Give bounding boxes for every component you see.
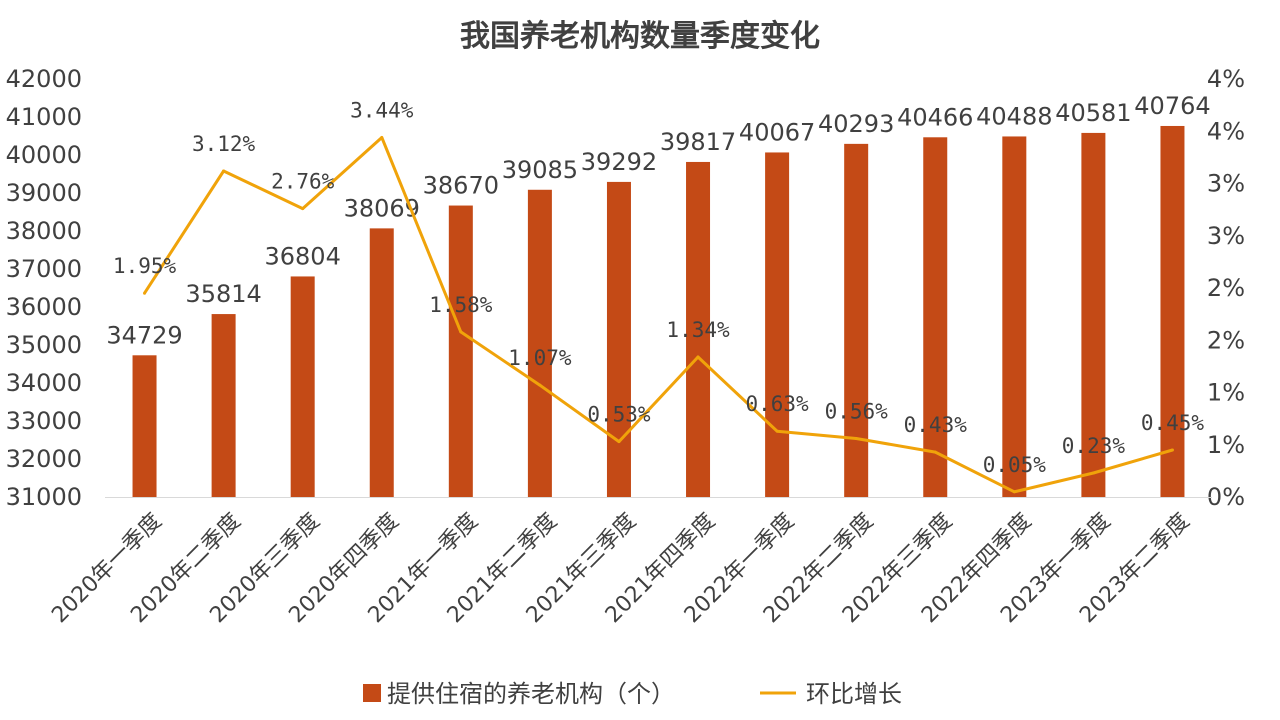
bar bbox=[1081, 132, 1106, 497]
legend: 提供住宿的养老机构（个） 环比增长 bbox=[363, 680, 902, 708]
line-data-label: 0.63% bbox=[745, 392, 809, 416]
right-axis-tick-label: 2% bbox=[1207, 326, 1245, 354]
right-axis-tick-label: 3% bbox=[1207, 170, 1245, 198]
bar bbox=[844, 143, 869, 497]
line-point bbox=[1091, 471, 1095, 475]
line-path bbox=[143, 136, 1173, 494]
line-data-label: 3.44% bbox=[350, 99, 414, 123]
left-axis: 42000 41000 40000 39000 38000 37000 36000 35000… bbox=[6, 65, 82, 511]
bar bbox=[606, 181, 631, 498]
bar-data-label: 38069 bbox=[344, 194, 420, 222]
line-series bbox=[143, 136, 1174, 494]
line-point bbox=[775, 429, 779, 433]
line-data-label: 2.76% bbox=[271, 170, 335, 194]
bar-data-label: 40764 bbox=[1134, 92, 1210, 120]
line-data-label: 1.95% bbox=[113, 254, 177, 278]
left-axis-tick-label: 39000 bbox=[6, 179, 82, 207]
bar-data-label: 35814 bbox=[185, 280, 261, 308]
line-point bbox=[459, 330, 463, 334]
left-axis-tick-label: 32000 bbox=[6, 445, 82, 473]
line-data-label: 3.12% bbox=[192, 132, 256, 156]
legend-bar-swatch bbox=[363, 684, 381, 702]
legend-line-label: 环比增长 bbox=[806, 680, 902, 708]
right-axis-tick-label: 4% bbox=[1207, 117, 1245, 145]
bar bbox=[369, 228, 394, 498]
category-axis-labels: 2020年一季度2020年二季度2020年三季度2020年四季度2021年一季度… bbox=[47, 509, 1194, 629]
line-data-label: 0.53% bbox=[587, 403, 651, 427]
bar bbox=[211, 314, 236, 497]
line-point bbox=[617, 440, 621, 444]
left-axis-tick-label: 42000 bbox=[6, 65, 82, 93]
right-axis-tick-label: 1% bbox=[1207, 379, 1245, 407]
bar bbox=[686, 161, 711, 498]
chart-title: 我国养老机构数量季度变化 bbox=[460, 19, 820, 54]
line-data-label: 0.45% bbox=[1141, 411, 1205, 435]
bar-data-label: 40067 bbox=[739, 118, 815, 146]
left-axis-tick-label: 31000 bbox=[6, 483, 82, 511]
line-data-label: 0.05% bbox=[983, 453, 1047, 477]
line-data-label: 0.43% bbox=[904, 413, 968, 437]
bar bbox=[527, 189, 552, 497]
bar bbox=[1160, 125, 1185, 497]
line-data-label: 0.23% bbox=[1062, 434, 1126, 458]
left-axis-tick-label: 33000 bbox=[6, 407, 82, 435]
bar-data-label: 39817 bbox=[660, 128, 736, 156]
bar-data-label: 40488 bbox=[976, 102, 1052, 130]
left-axis-tick-label: 38000 bbox=[6, 217, 82, 245]
bar-data-label: 40293 bbox=[818, 110, 894, 138]
bar bbox=[132, 355, 157, 497]
line-data-label: 1.07% bbox=[508, 346, 572, 370]
line-point bbox=[143, 291, 147, 295]
right-axis-tick-label: 1% bbox=[1207, 431, 1245, 459]
left-axis-tick-label: 34000 bbox=[6, 369, 82, 397]
right-axis: 4% 4% 3% 3% 2% 2% 1% 1% 0% bbox=[1207, 65, 1245, 511]
bar bbox=[290, 276, 315, 497]
line-data-label: 0.56% bbox=[825, 399, 889, 423]
bar bbox=[765, 152, 790, 498]
bar-data-label: 40466 bbox=[897, 103, 973, 131]
line-point bbox=[1170, 448, 1174, 452]
legend-bar-label: 提供住宿的养老机构（个） bbox=[387, 680, 675, 708]
bar-data-label: 34729 bbox=[106, 321, 182, 349]
bar-data-label: 38670 bbox=[423, 172, 499, 200]
right-axis-tick-label: 2% bbox=[1207, 274, 1245, 302]
line-point bbox=[538, 383, 542, 387]
bar-data-label: 40581 bbox=[1055, 99, 1131, 127]
line-data-label: 1.34% bbox=[666, 318, 730, 342]
left-axis-tick-label: 41000 bbox=[6, 103, 82, 131]
bar bbox=[448, 205, 473, 498]
left-axis-tick-label: 35000 bbox=[6, 331, 82, 359]
line-point bbox=[301, 207, 305, 211]
line-data-label: 1.58% bbox=[429, 293, 493, 317]
bar-data-label: 39292 bbox=[581, 148, 657, 176]
bar bbox=[1002, 136, 1027, 497]
line-point bbox=[933, 450, 937, 454]
right-axis-tick-label: 3% bbox=[1207, 222, 1245, 250]
left-axis-tick-label: 40000 bbox=[6, 141, 82, 169]
line-point bbox=[222, 169, 226, 173]
line-point bbox=[1012, 490, 1016, 494]
bar bbox=[923, 137, 948, 498]
bar-data-label: 39085 bbox=[502, 156, 578, 184]
line-point bbox=[696, 355, 700, 359]
bar-series bbox=[132, 125, 1185, 498]
line-point bbox=[854, 436, 858, 440]
left-axis-tick-label: 37000 bbox=[6, 255, 82, 283]
right-axis-tick-label: 0% bbox=[1207, 483, 1245, 511]
bar-data-label: 36804 bbox=[264, 242, 340, 270]
right-axis-tick-label: 4% bbox=[1207, 65, 1245, 93]
left-axis-tick-label: 36000 bbox=[6, 293, 82, 321]
line-point bbox=[380, 136, 384, 140]
line-data-labels: 1.95% 3.12% 2.76% 3.44% 1.58% 1.07% 0.53% 1.34%… bbox=[113, 99, 1205, 477]
